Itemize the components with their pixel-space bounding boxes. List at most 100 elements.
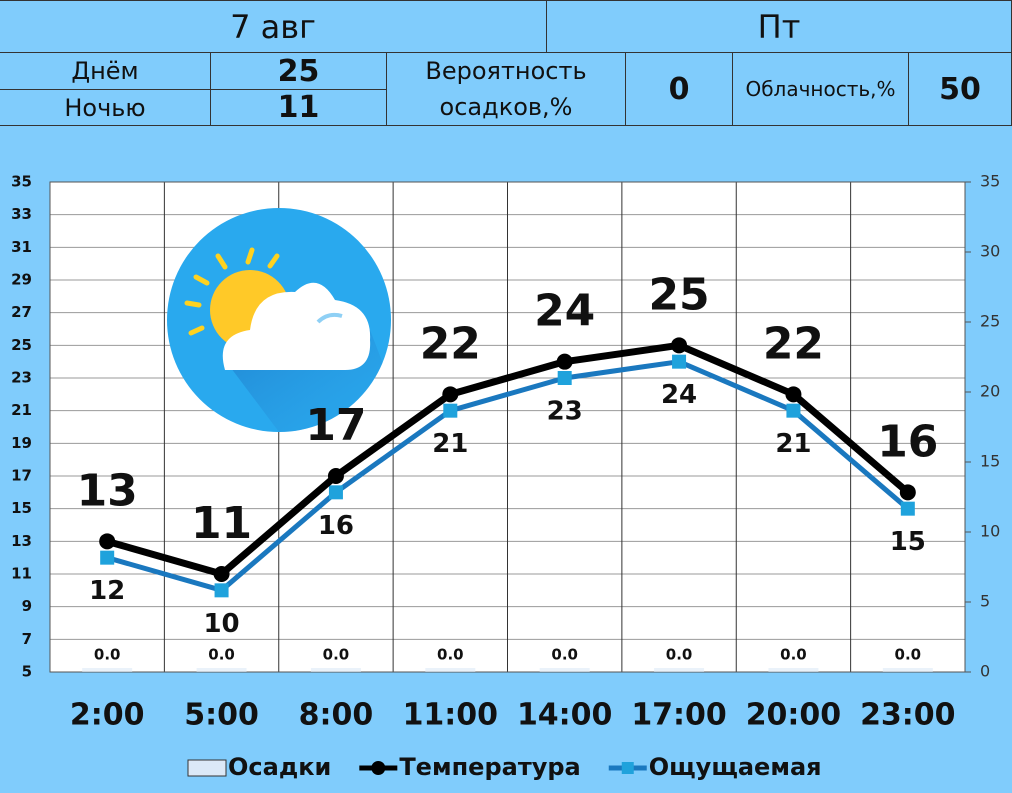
feels-label: 12 (89, 576, 125, 606)
temp-label: 22 (763, 318, 824, 369)
feels-marker (100, 550, 115, 565)
feels-label: 15 (890, 527, 926, 557)
precip-bar (654, 668, 705, 672)
night-value: 11 (211, 90, 387, 126)
feels-marker (672, 354, 687, 369)
date: 7 авг (0, 0, 547, 53)
x-tick-label: 20:00 (746, 698, 842, 733)
temp-label: 17 (305, 400, 366, 451)
temp-label: 22 (420, 318, 481, 369)
precip-bar (310, 668, 361, 672)
temp-label: 24 (534, 286, 595, 337)
y2-tick-label: 0 (980, 662, 990, 681)
feels-marker (214, 583, 229, 598)
y-tick-label: 29 (11, 271, 32, 289)
feels-marker (900, 501, 915, 516)
precip-bar (539, 668, 590, 672)
y2-tick-label: 15 (980, 452, 1000, 471)
precip-value: 0 (626, 53, 733, 126)
precip-label: 0.0 (94, 646, 121, 664)
y2-tick-label: 5 (980, 592, 990, 611)
temp-label: 16 (877, 416, 938, 467)
precip-bar (768, 668, 819, 672)
day-value: 25 (211, 53, 387, 90)
y-tick-label: 33 (11, 205, 32, 223)
x-tick-label: 23:00 (860, 698, 956, 733)
y-tick-label: 9 (22, 597, 32, 615)
feels-label: 23 (547, 397, 583, 427)
day-label: Днём (0, 53, 211, 90)
precip-bar (82, 668, 133, 672)
y2-tick-label: 35 (980, 172, 1000, 191)
feels-label: 16 (318, 511, 354, 541)
precip-label: 0.0 (323, 646, 350, 664)
x-tick-label: 17:00 (631, 698, 727, 733)
y-tick-label: 7 (22, 630, 32, 648)
legend-label: Осадки (228, 753, 331, 781)
precip-label: Вероятность осадков,% (387, 53, 626, 126)
temp-marker (213, 566, 230, 582)
precip-label: 0.0 (551, 646, 578, 664)
legend-label: Ощущаемая (649, 753, 822, 781)
y-tick-label: 35 (11, 173, 32, 191)
feels-marker (557, 371, 572, 385)
y-tick-label: 19 (11, 434, 32, 452)
precip-bar (425, 668, 476, 672)
temp-label: 13 (77, 465, 138, 516)
y-tick-label: 21 (11, 401, 32, 419)
precip-bar (196, 668, 247, 672)
feels-marker (786, 403, 801, 418)
legend-swatch (187, 759, 227, 777)
temp-marker (556, 353, 573, 370)
temp-marker (327, 468, 344, 484)
plot-border (49, 181, 966, 673)
precip-bar (882, 668, 933, 672)
x-tick-label: 2:00 (70, 698, 145, 733)
temp-label: 25 (648, 269, 709, 320)
legend-marker (371, 761, 386, 775)
y-tick-label: 17 (11, 467, 32, 485)
temp-marker (899, 484, 916, 501)
y2-tick-label: 20 (980, 382, 1000, 401)
y-tick-label: 5 (22, 663, 32, 681)
temp-marker (671, 337, 688, 354)
y-tick-label: 11 (11, 565, 32, 583)
x-tick-label: 5:00 (184, 698, 259, 733)
y-tick-label: 27 (11, 303, 32, 321)
night-label: Ночью (0, 90, 211, 126)
feels-label: 21 (432, 429, 468, 459)
feels-label: 21 (775, 429, 811, 459)
y-tick-label: 31 (11, 238, 32, 256)
precip-label: 0.0 (895, 646, 922, 664)
y-tick-label: 13 (11, 532, 32, 550)
precip-label: 0.0 (666, 646, 693, 664)
precip-label: 0.0 (780, 646, 807, 664)
legend-marker (621, 762, 634, 774)
x-tick-label: 11:00 (403, 698, 499, 733)
temp-marker (442, 386, 459, 403)
feels-label: 24 (661, 380, 697, 410)
temp-marker (99, 533, 116, 550)
feels-marker (328, 485, 343, 500)
y2-tick-label: 10 (980, 522, 1000, 541)
cloud-label: Облачность,% (733, 53, 909, 126)
y2-tick-label: 30 (980, 242, 1000, 261)
precip-label: 0.0 (437, 646, 464, 664)
cloud-value: 50 (909, 53, 1012, 126)
x-tick-label: 14:00 (517, 698, 613, 733)
x-tick-label: 8:00 (299, 698, 374, 733)
temp-label: 11 (191, 498, 252, 549)
series-line (106, 359, 910, 593)
y-tick-label: 25 (11, 336, 32, 354)
legend-label: Температура (399, 753, 580, 781)
series-line (106, 341, 911, 578)
y2-tick-label: 25 (980, 312, 1000, 331)
y-tick-label: 23 (11, 369, 32, 387)
feels-label: 10 (203, 609, 239, 639)
temp-marker (785, 386, 802, 403)
precip-label: 0.0 (208, 646, 235, 664)
feels-marker (443, 403, 458, 418)
y-tick-label: 15 (11, 499, 32, 517)
